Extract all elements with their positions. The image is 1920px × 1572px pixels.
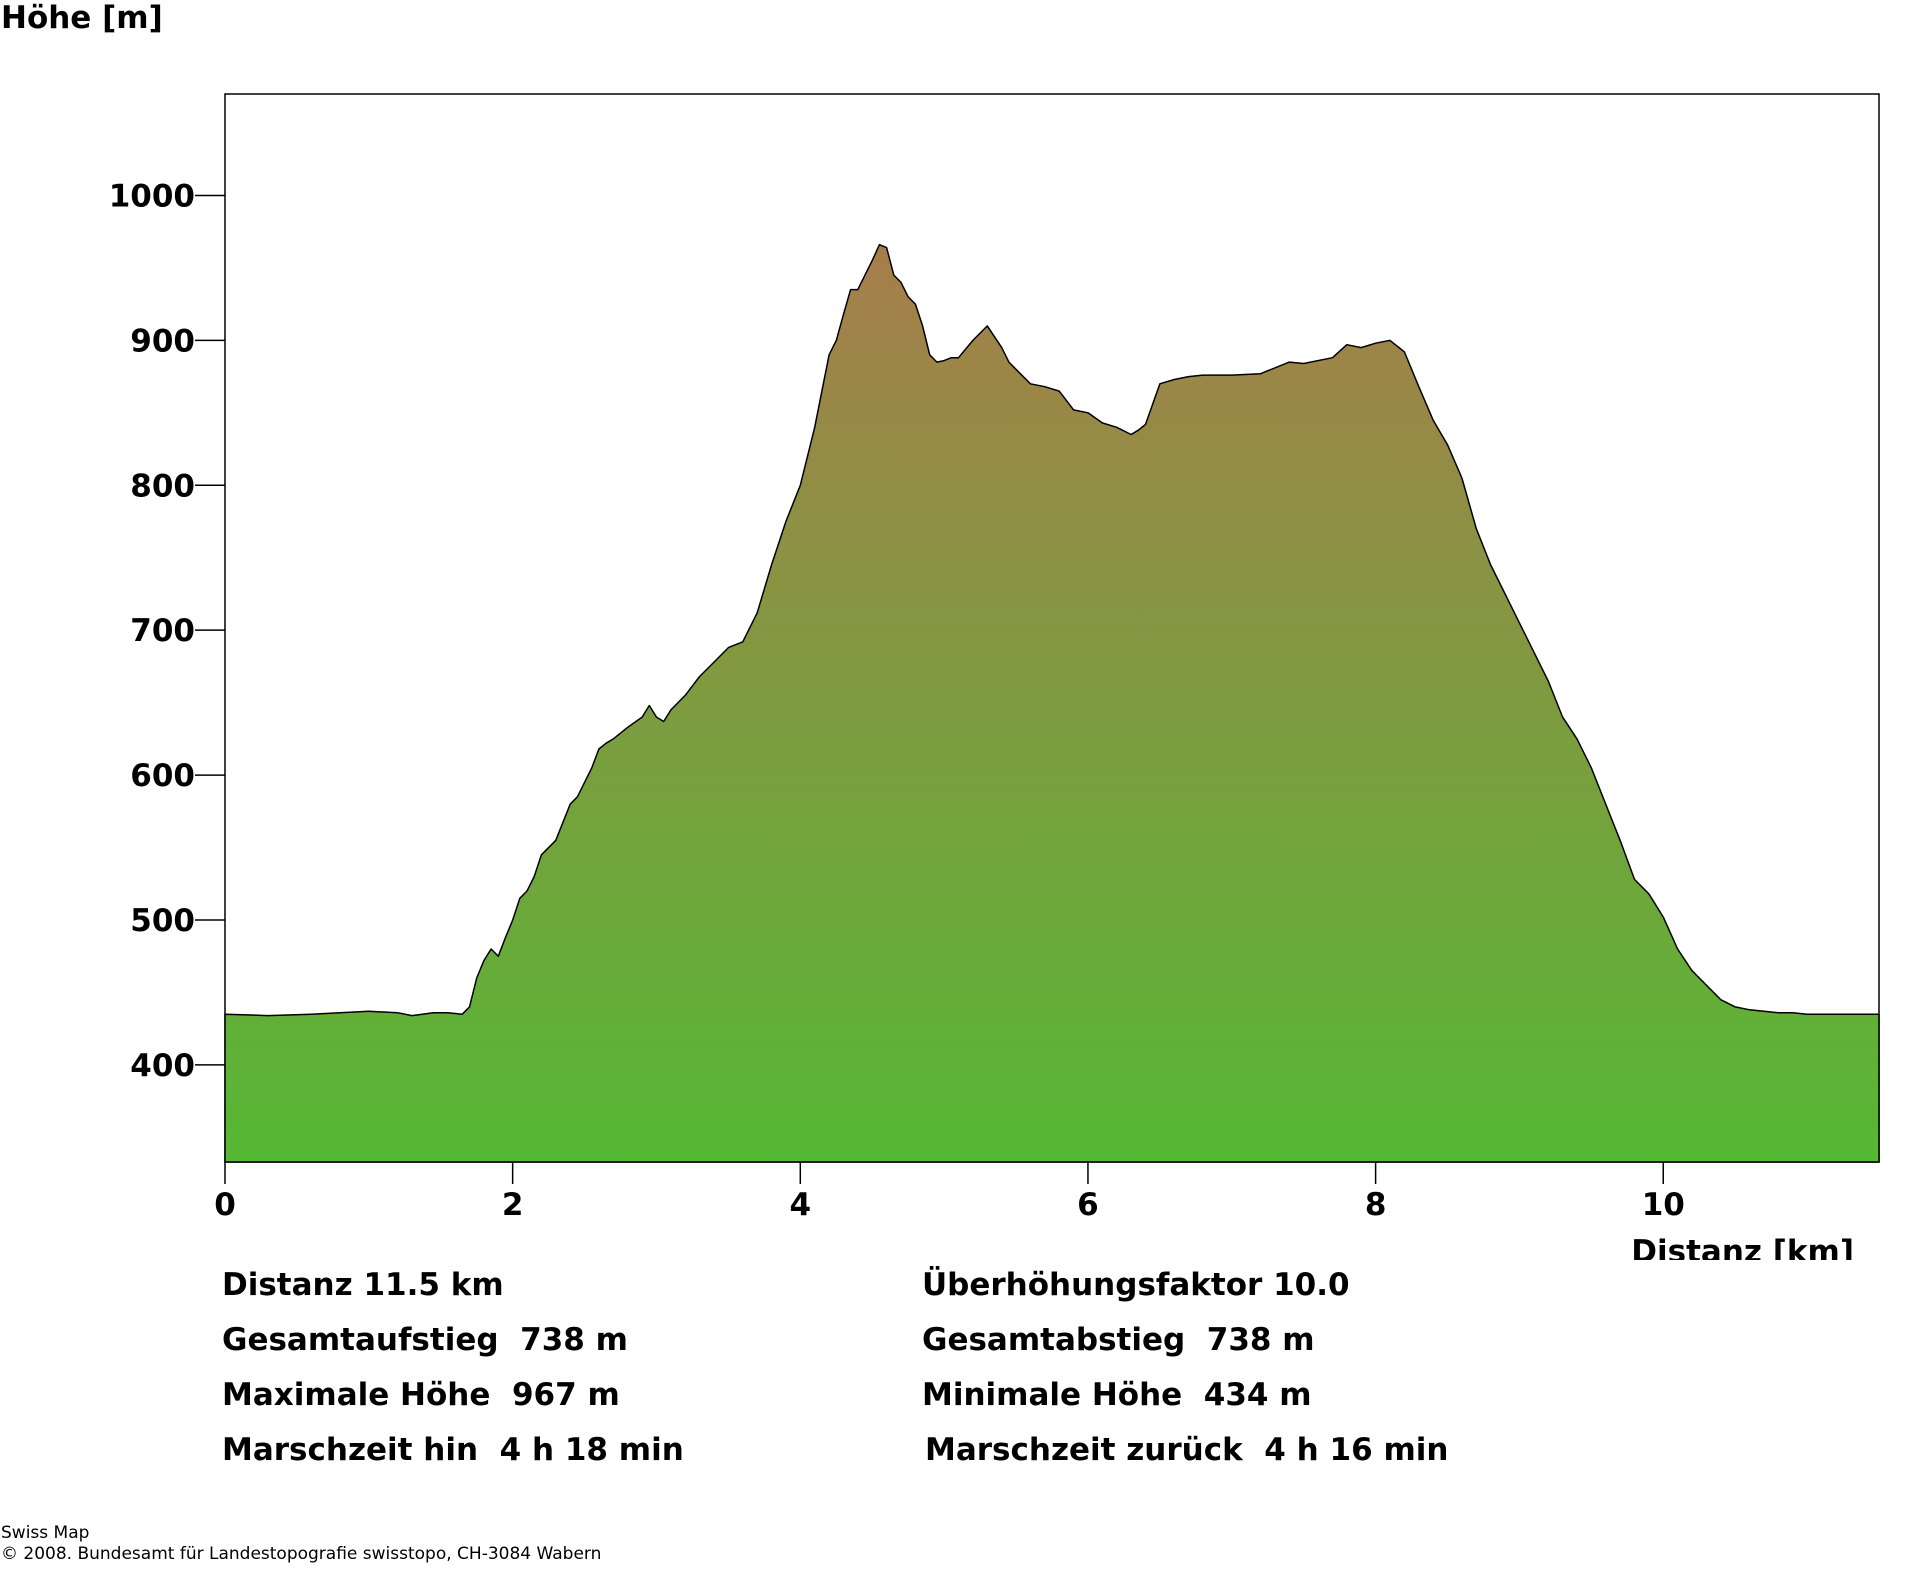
y-tick-label: 500 [130,903,195,939]
x-tick-label: 4 [790,1187,812,1223]
y-tick-label: 700 [130,613,195,649]
stat-abstieg: Gesamtabstieg 738 m [922,1322,1315,1358]
y-tick-label: 400 [130,1048,195,1084]
footer-copyright: © 2008. Bundesamt für Landestopografie s… [1,1544,602,1564]
stat-max-hoehe: Maximale Höhe 967 m [222,1377,620,1413]
stat-min-hoehe: Minimale Höhe 434 m [922,1377,1312,1413]
stat-marschzeit-zurueck: Marschzeit zurück 4 h 16 min [925,1432,1449,1468]
elevation-area [224,243,1880,1163]
x-tick-label: 6 [1077,1187,1099,1223]
y-tick-label: 1000 [109,178,195,214]
y-tick-label: 800 [130,468,195,504]
stat-ueberhoehung: Überhöhungsfaktor 10.0 [922,1267,1350,1303]
y-tick-label: 600 [130,758,195,794]
y-tick-label: 900 [130,323,195,359]
x-tick-label: 8 [1365,1187,1387,1223]
y-axis-ticks: 400 500 600 700 800 900 1000 [109,178,225,1084]
x-axis-title: Distanz [km] [1631,1234,1854,1260]
stat-marschzeit-hin: Marschzeit hin 4 h 18 min [222,1432,684,1468]
x-tick-label: 10 [1642,1187,1685,1223]
copyright-footer: Swiss Map © 2008. Bundesamt für Landesto… [1,1523,601,1565]
stat-distanz: Distanz 11.5 km [222,1267,504,1303]
x-axis-ticks: 0 2 4 6 8 10 [214,1162,1685,1223]
elevation-chart: 400 500 600 700 800 900 1000 0 2 4 6 8 10 Distanz [… [109,93,1880,1260]
x-tick-label: 0 [214,1187,236,1223]
y-axis-title: Höhe [m] [1,0,163,36]
stat-aufstieg: Gesamtaufstieg 738 m [222,1322,628,1358]
x-tick-label: 2 [502,1187,524,1223]
footer-source: Swiss Map [1,1523,90,1543]
